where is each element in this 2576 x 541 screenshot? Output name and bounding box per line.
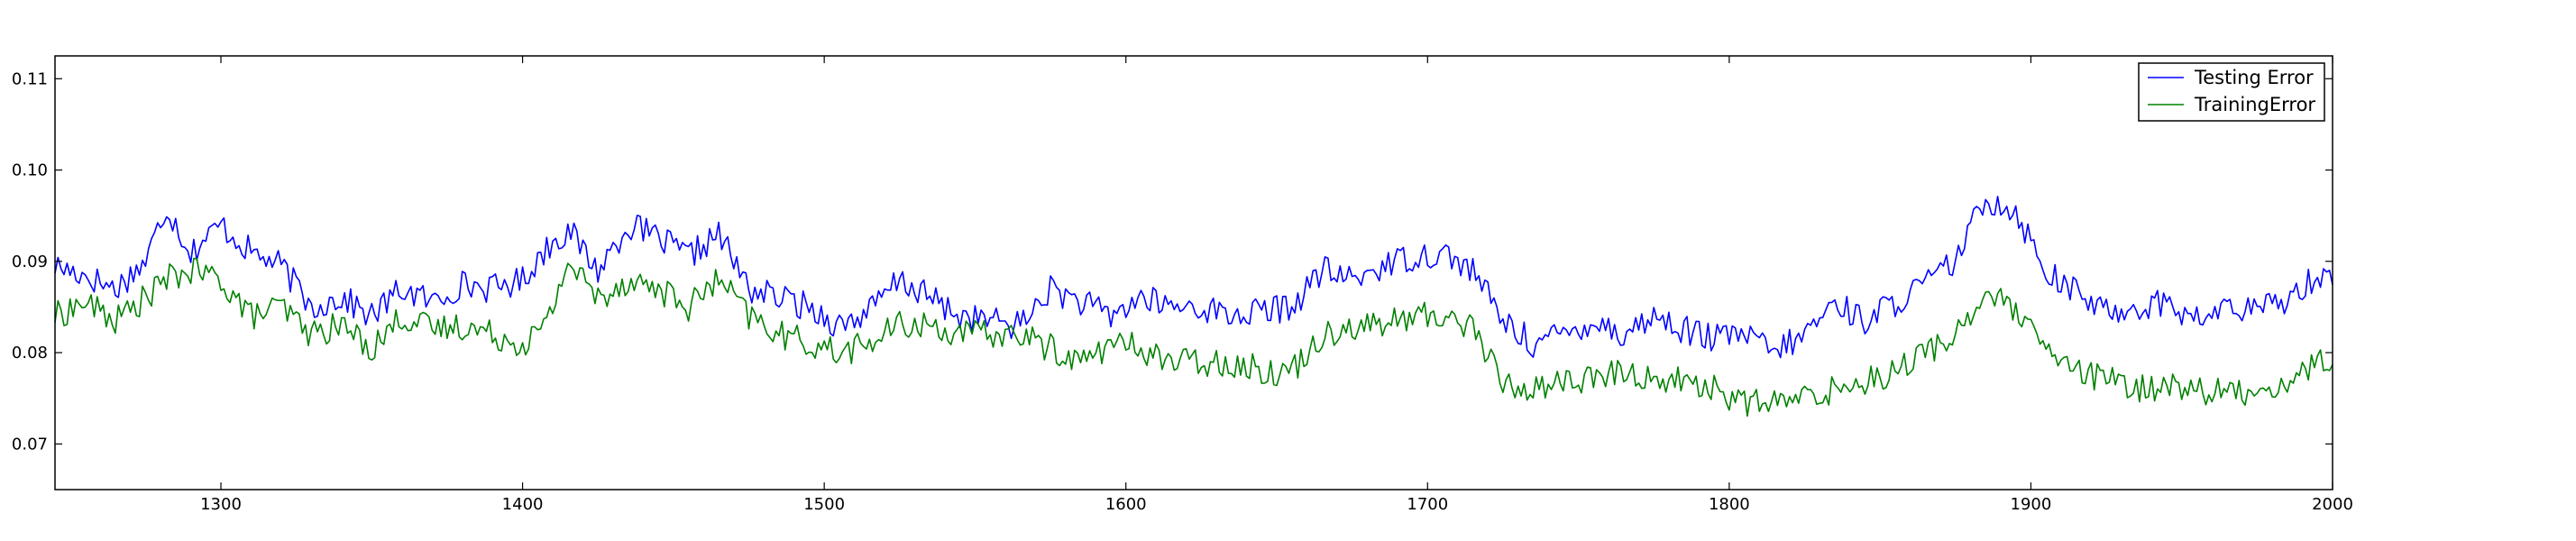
legend-label-training-error: TrainingError (2194, 94, 2315, 115)
y-tick-label: 0.10 (12, 161, 48, 180)
x-tick-label: 1800 (1709, 495, 1750, 514)
y-tick-label: 0.07 (12, 435, 48, 454)
tick-layer: 1300 1400 1500 1600 1700 1800 1900 2000 0.07 0.08… (12, 56, 2353, 514)
x-tick-label: 1300 (200, 495, 242, 514)
plot-frame (54, 55, 2333, 491)
x-tick-label: 2000 (2312, 495, 2353, 514)
x-tick-label: 1600 (1105, 495, 1147, 514)
x-tick-label: 1500 (803, 495, 845, 514)
x-tick-label: 1700 (1407, 495, 1448, 514)
legend-box (2138, 62, 2325, 122)
y-tick-label: 0.11 (12, 69, 48, 88)
legend-label-testing-error: Testing Error (2194, 67, 2314, 88)
series-line-testing-error (54, 196, 2333, 359)
series-line-trainingerror (54, 257, 2333, 417)
y-tick-label: 0.09 (12, 252, 48, 271)
plot-background (55, 56, 2333, 490)
x-tick-label: 1900 (2011, 495, 2052, 514)
x-tick-label: 1400 (502, 495, 544, 514)
y-tick-label: 0.08 (12, 344, 48, 362)
series-layer (54, 196, 2333, 417)
legend: Testing Error TrainingError (2138, 62, 2325, 122)
